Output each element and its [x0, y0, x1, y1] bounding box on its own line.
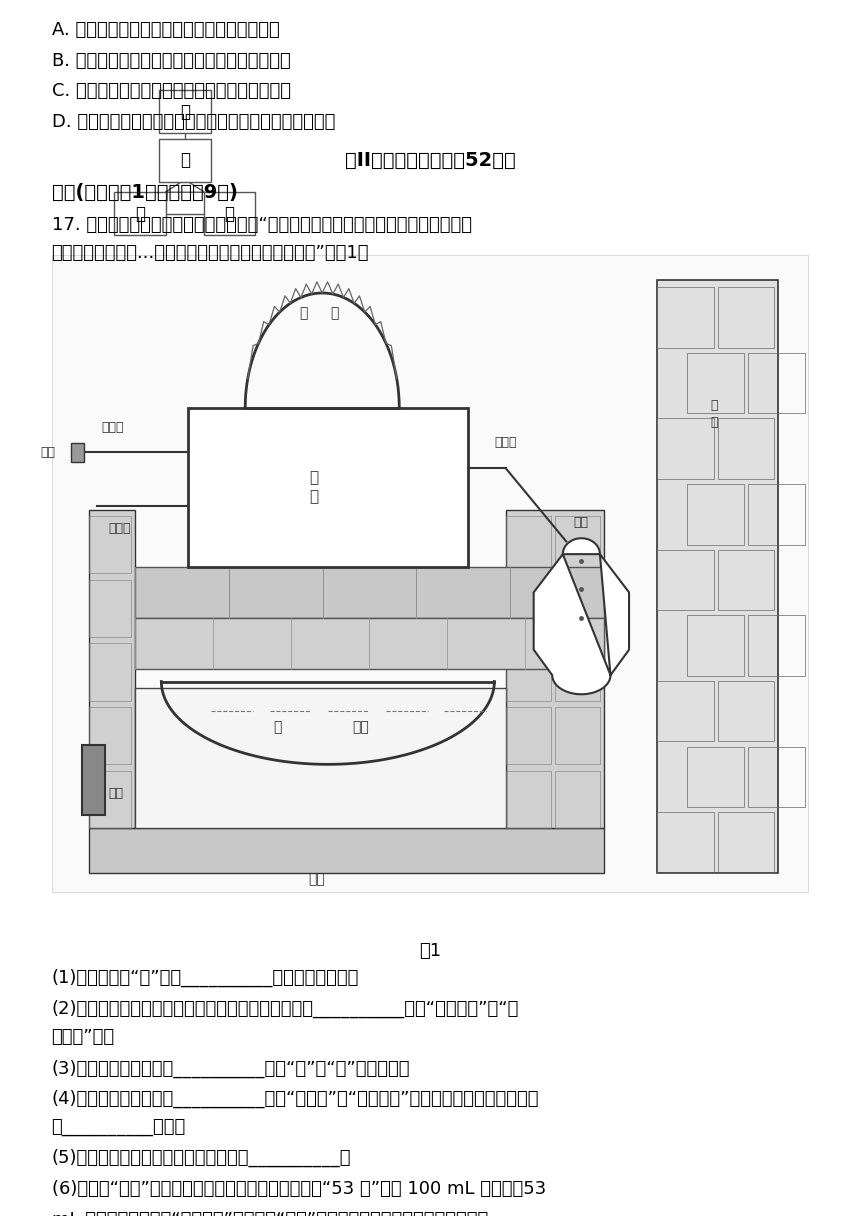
Text: (5)酒香四溢，从分子角度解释其原因是__________。: (5)酒香四溢，从分子角度解释其原因是__________。	[52, 1148, 351, 1167]
Text: 甲: 甲	[180, 103, 190, 120]
Text: (6)白酒的“度数”是指室温下白酒中酒精的体积分数。“53 度”表示 100 mL 的酒中有53: (6)白酒的“度数”是指室温下白酒中酒精的体积分数。“53 度”表示 100 m…	[52, 1181, 546, 1198]
Bar	[89, 580, 131, 637]
Bar	[187, 407, 468, 567]
Bar	[89, 510, 135, 828]
Text: 柴
炭: 柴 炭	[710, 399, 717, 429]
Text: 糟入甚，蒸令气上...其清如水，味极浓烈，盖酒露也。”如图1。: 糟入甚，蒸令气上...其清如水，味极浓烈，盖酒露也。”如图1。	[52, 244, 369, 261]
Bar	[555, 706, 600, 765]
Text: 二、(本题只有1个小题，共9分): 二、(本题只有1个小题，共9分)	[52, 182, 237, 202]
Bar	[717, 418, 774, 479]
Text: 图1: 图1	[419, 942, 441, 959]
Text: A. 若丙为氧气，则乙可以是具有还原性的物质: A. 若丙为氧气，则乙可以是具有还原性的物质	[52, 22, 280, 39]
Bar	[89, 643, 131, 700]
Text: 第II卷（非选择题，內52分）: 第II卷（非选择题，內52分）	[345, 151, 515, 170]
Text: 水: 水	[273, 720, 282, 734]
Bar	[748, 484, 805, 545]
Text: (4)酒精可作燃料，属于__________（填“可再生”或“不可再生”）能源。酒精具有挥发性，: (4)酒精可作燃料，属于__________（填“可再生”或“不可再生”）能源。…	[52, 1090, 539, 1109]
Bar	[687, 615, 744, 676]
Bar	[717, 287, 774, 348]
Text: 灶门: 灶门	[108, 787, 124, 799]
Bar	[82, 745, 105, 815]
Bar	[506, 510, 604, 828]
Bar	[748, 615, 805, 676]
Bar	[687, 353, 744, 413]
Bar	[748, 747, 805, 807]
Text: 17. 明代的《本草纲目》记载古法酿酒：“烧酒非古法也，自元时创始，其法用浓酒和: 17. 明代的《本草纲目》记载古法酿酒：“烧酒非古法也，自元时创始，其法用浓酒和	[52, 216, 471, 233]
Text: 塞子: 塞子	[40, 446, 55, 458]
Text: mL 酒精。白酒讲究的“口感醇厚”，可以用“粘度”来衡量，粘度越大口感越醇厚。酒精: mL 酒精。白酒讲究的“口感醇厚”，可以用“粘度”来衡量，粘度越大口感越醇厚。酒…	[52, 1211, 488, 1216]
Bar	[52, 255, 808, 891]
Text: 加水管: 加水管	[108, 523, 131, 535]
Text: 乙: 乙	[180, 152, 190, 169]
Bar	[506, 580, 551, 637]
Bar	[687, 747, 744, 807]
Bar	[89, 706, 131, 765]
Bar	[687, 484, 744, 545]
Bar	[89, 771, 131, 828]
Bar	[135, 618, 604, 669]
Bar	[748, 353, 805, 413]
Text: (2)向甚桶中的淠粉粮食中加入酒曲发酵酿酒发生的是__________（填“缓慢氧化”或“剧: (2)向甚桶中的淠粉粮食中加入酒曲发酵酿酒发生的是__________（填“缓慢…	[52, 1000, 519, 1019]
Text: 酒坛: 酒坛	[574, 516, 589, 529]
Bar	[204, 192, 255, 235]
Bar	[555, 516, 600, 573]
Bar	[657, 287, 714, 348]
Bar	[71, 443, 84, 462]
Text: 甑
桶: 甑 桶	[310, 471, 318, 505]
Bar	[506, 771, 551, 828]
Bar	[89, 828, 604, 873]
Text: 铁锅: 铁锅	[353, 720, 370, 734]
Bar	[159, 90, 211, 134]
Bar	[717, 681, 774, 742]
Bar	[555, 771, 600, 828]
Text: 流酒管: 流酒管	[494, 437, 517, 449]
Bar	[657, 280, 778, 873]
Text: C. 若乙为氧气，则甲可以是碳、氢气或一氧化碳: C. 若乙为氧气，则甲可以是碳、氢气或一氧化碳	[52, 83, 291, 100]
Bar	[555, 580, 600, 637]
Text: 烈氧化”）。: 烈氧化”）。	[52, 1029, 114, 1046]
Bar	[657, 550, 714, 610]
Text: D. 符合该转化关系所涉及的物质可以是固体、液体和气体: D. 符合该转化关系所涉及的物质可以是固体、液体和气体	[52, 113, 335, 130]
Bar	[506, 516, 551, 573]
Bar	[555, 643, 600, 700]
Text: B. 若甲为金属氧化物，乙为碳，则丙是一氧化碳: B. 若甲为金属氧化物，乙为碳，则丙是一氧化碳	[52, 52, 291, 69]
Bar	[506, 706, 551, 765]
Polygon shape	[534, 539, 629, 694]
Bar	[135, 567, 604, 618]
Text: 锅: 锅	[330, 306, 339, 321]
Bar	[657, 418, 714, 479]
Text: 丙: 丙	[135, 204, 145, 223]
Text: (1)这里所用的“法”是指__________（填净水方法）。: (1)这里所用的“法”是指__________（填净水方法）。	[52, 968, 359, 987]
Text: 丁: 丁	[224, 204, 235, 223]
Bar	[114, 192, 166, 235]
Bar	[506, 643, 551, 700]
Bar	[135, 688, 506, 828]
Text: 应__________保存。: 应__________保存。	[52, 1119, 186, 1136]
Polygon shape	[165, 182, 205, 192]
Bar	[717, 550, 774, 610]
Bar	[159, 139, 211, 182]
Text: 放水管: 放水管	[101, 422, 123, 434]
Bar	[657, 681, 714, 742]
Text: 锡: 锡	[299, 306, 308, 321]
Text: 炉体: 炉体	[308, 872, 325, 886]
Text: (3)该装置适合制备沸点__________（填“高”或“低”）的物质。: (3)该装置适合制备沸点__________（填“高”或“低”）的物质。	[52, 1059, 410, 1079]
Bar	[89, 516, 131, 573]
Bar	[657, 812, 714, 873]
Bar	[717, 812, 774, 873]
